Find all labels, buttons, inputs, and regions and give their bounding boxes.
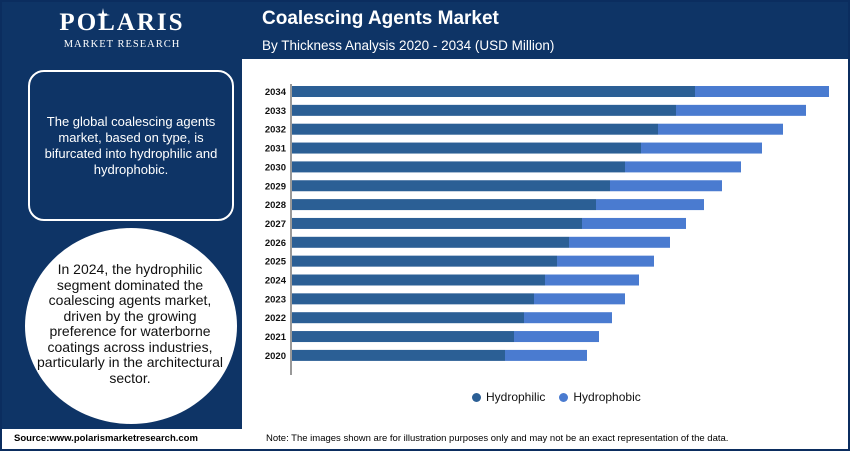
bar-hydrophobic-2026 xyxy=(569,236,670,248)
bar-hydrophilic-2021 xyxy=(292,331,514,343)
bar-hydrophilic-2030 xyxy=(292,161,625,173)
bar-hydrophobic-2020 xyxy=(505,349,587,361)
bar-hydrophobic-2024 xyxy=(545,274,639,286)
info-text: The global coalescing agents market, bas… xyxy=(44,113,218,177)
bar-hydrophilic-2032 xyxy=(292,123,658,135)
bar-hydrophobic-2032 xyxy=(658,123,783,135)
y-tick-label: 2034 xyxy=(265,87,287,98)
y-tick-label: 2026 xyxy=(265,238,286,249)
left-panel: POLARIS MARKET RESEARCH The global coale… xyxy=(2,2,242,429)
bar-hydrophilic-2025 xyxy=(292,255,557,267)
bar-hydrophilic-2034 xyxy=(292,86,695,97)
bar-hydrophilic-2028 xyxy=(292,199,596,211)
y-tick-label: 2030 xyxy=(265,162,286,173)
y-tick-label: 2031 xyxy=(265,144,287,155)
bar-hydrophobic-2021 xyxy=(514,331,599,343)
bar-hydrophilic-2023 xyxy=(292,293,534,305)
y-tick-label: 2029 xyxy=(265,181,286,192)
bar-hydrophobic-2033 xyxy=(676,104,806,116)
brand-logo: POLARIS MARKET RESEARCH xyxy=(2,9,242,51)
chart-title: Coalescing Agents Market xyxy=(262,8,499,29)
bar-hydrophobic-2023 xyxy=(534,293,625,305)
legend-label-hydrophilic: Hydrophilic xyxy=(486,390,546,404)
bar-hydrophilic-2027 xyxy=(292,217,582,229)
bar-hydrophilic-2031 xyxy=(292,142,641,154)
brand-tagline: MARKET RESEARCH xyxy=(63,39,181,50)
y-tick-label: 2028 xyxy=(265,200,286,211)
highlight-text-container: In 2024, the hydrophilic segment dominat… xyxy=(32,242,228,406)
bar-hydrophobic-2027 xyxy=(582,217,686,229)
bar-hydrophobic-2025 xyxy=(557,255,654,267)
bar-hydrophobic-2022 xyxy=(524,312,612,324)
y-tick-label: 2021 xyxy=(265,332,287,343)
bar-hydrophilic-2020 xyxy=(292,349,505,361)
brand-name: POLARIS xyxy=(59,9,185,36)
info-box: The global coalescing agents market, bas… xyxy=(28,70,234,221)
y-tick-label: 2023 xyxy=(265,294,286,305)
bar-hydrophobic-2031 xyxy=(641,142,762,154)
chart-legend: Hydrophilic Hydrophobic xyxy=(472,390,641,404)
chart-subtitle: By Thickness Analysis 2020 - 2034 (USD M… xyxy=(262,38,555,53)
legend-item-hydrophobic: Hydrophobic xyxy=(559,390,641,404)
y-tick-label: 2032 xyxy=(265,125,286,136)
y-tick-label: 2025 xyxy=(265,257,287,268)
footer: Source:www.polarismarketresearch.com Not… xyxy=(2,429,848,449)
highlight-circle xyxy=(25,228,237,424)
y-tick-label: 2027 xyxy=(265,219,286,230)
bar-hydrophilic-2024 xyxy=(292,274,545,286)
y-tick-label: 2024 xyxy=(265,276,287,287)
y-tick-label: 2033 xyxy=(265,106,286,117)
bar-hydrophilic-2026 xyxy=(292,236,569,248)
y-tick-label: 2022 xyxy=(265,313,286,324)
highlight-text: In 2024, the hydrophilic segment dominat… xyxy=(37,261,223,386)
bar-hydrophilic-2029 xyxy=(292,180,610,192)
bar-hydrophobic-2030 xyxy=(625,161,741,173)
bar-chart: 2034 2033 2032 2031 2030 2029 2028 2027 2026 2025… xyxy=(265,84,829,375)
legend-swatch-hydrophilic xyxy=(472,392,481,402)
compass-star-icon xyxy=(96,8,110,22)
bar-hydrophobic-2028 xyxy=(596,199,704,211)
bar-hydrophobic-2034 xyxy=(695,86,829,97)
bar-hydrophilic-2033 xyxy=(292,104,676,116)
y-tick-label: 2020 xyxy=(265,351,286,362)
legend-label-hydrophobic: Hydrophobic xyxy=(573,390,641,404)
source-text: Source:www.polarismarketresearch.com xyxy=(14,433,198,444)
bar-hydrophobic-2029 xyxy=(610,180,722,192)
bar-hydrophilic-2022 xyxy=(292,312,524,324)
legend-swatch-hydrophobic xyxy=(559,392,569,402)
disclaimer-note: Note: The images shown are for illustrat… xyxy=(266,433,729,444)
legend-item-hydrophilic: Hydrophilic xyxy=(472,390,545,404)
chart-header: Coalescing Agents Market By Thickness An… xyxy=(242,2,848,59)
